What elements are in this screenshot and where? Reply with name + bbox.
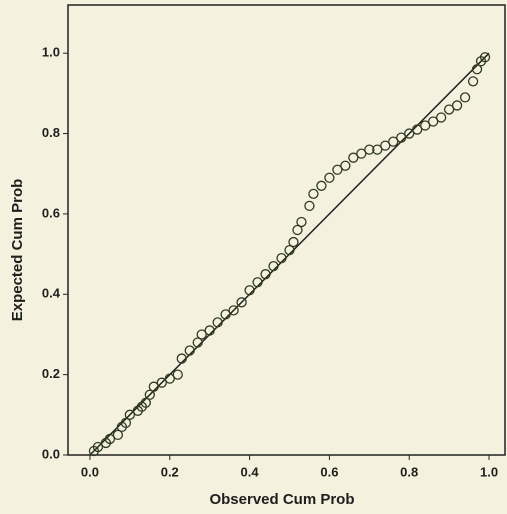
point [412, 124, 423, 135]
y-tick-label: 1.0 [42, 45, 60, 60]
point [428, 116, 439, 127]
point [148, 381, 159, 392]
point [120, 417, 132, 429]
point [236, 297, 247, 308]
point [380, 140, 391, 151]
point [348, 152, 359, 163]
point [404, 128, 415, 139]
point [252, 277, 263, 288]
point [332, 164, 343, 175]
point [228, 305, 239, 316]
point [172, 369, 183, 380]
point [364, 144, 375, 155]
point [372, 144, 383, 155]
plot-frame [67, 4, 506, 456]
point [112, 429, 124, 441]
point [435, 112, 447, 123]
point [144, 389, 155, 400]
x-tick-label: 1.0 [480, 464, 498, 479]
point [292, 224, 303, 236]
point [459, 92, 471, 103]
point [356, 148, 367, 159]
point [340, 160, 351, 171]
point [451, 100, 463, 111]
point [276, 252, 287, 264]
point [104, 433, 116, 445]
point [124, 409, 136, 420]
y-tick-label: 0.4 [42, 286, 61, 301]
point [288, 236, 299, 248]
point [304, 200, 315, 212]
point [296, 216, 307, 228]
point [164, 373, 175, 384]
point [479, 52, 491, 63]
point [212, 317, 223, 328]
x-tick-label: 0.2 [161, 464, 179, 479]
point [176, 353, 187, 364]
y-tick-label: 0.8 [42, 125, 60, 140]
point [420, 120, 431, 131]
point [140, 397, 151, 408]
point [284, 244, 295, 256]
point [396, 132, 407, 143]
x-tick-label: 0.4 [241, 464, 260, 479]
point [268, 261, 279, 272]
point [467, 76, 479, 87]
y-axis-label: Expected Cum Prob [9, 179, 26, 322]
point [308, 188, 319, 199]
point [244, 285, 255, 296]
y-tick-label: 0.6 [42, 205, 60, 220]
point [316, 180, 327, 191]
x-tick-label: 0.6 [320, 464, 338, 479]
point [92, 441, 104, 453]
point [156, 377, 167, 388]
point [204, 325, 215, 336]
point [443, 104, 455, 115]
x-axis-label: Observed Cum Prob [209, 491, 354, 508]
point [184, 345, 195, 356]
y-tick-label: 0.2 [42, 366, 60, 381]
x-tick-label: 0.0 [81, 464, 99, 479]
point [388, 136, 399, 147]
point [471, 64, 483, 75]
x-tick-label: 0.8 [400, 464, 418, 479]
y-tick-label: 0.0 [42, 446, 60, 461]
point [192, 337, 203, 348]
point [260, 269, 271, 280]
point [220, 309, 231, 320]
point [324, 172, 335, 183]
point [196, 329, 207, 340]
